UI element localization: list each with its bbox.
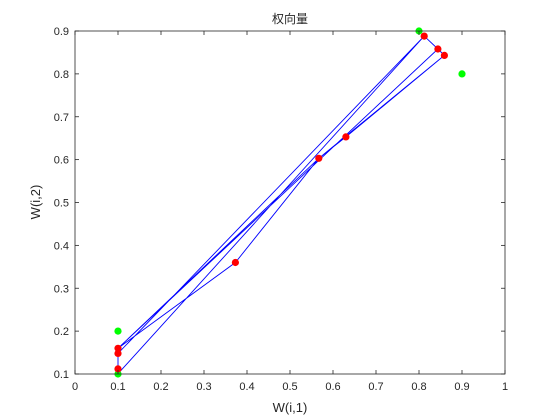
x-tick-label: 0 [72,381,78,393]
plot-area [75,31,505,374]
x-tick-label: 0.8 [411,381,426,393]
y-tick-label: 0.3 [54,283,69,295]
sample-point [114,327,122,335]
y-axis-label: W(i,2) [28,185,43,220]
x-tick-label: 0.5 [282,381,297,393]
x-tick-label: 0.3 [196,381,211,393]
x-tick-label: 0.6 [325,381,340,393]
sample-point [458,70,466,78]
weight-point [315,154,323,162]
y-tick-label: 0.8 [54,69,69,81]
y-tick-label: 0.2 [54,326,69,338]
y-tick-label: 0.9 [54,26,69,38]
x-tick-label: 0.9 [454,381,469,393]
x-tick-label: 1 [502,381,508,393]
weight-point [114,349,122,357]
data-layer [114,27,466,378]
weight-point [231,258,239,267]
x-tick-label: 0.4 [239,381,254,393]
y-tick-label: 0.5 [54,198,69,210]
x-tick-label: 0.2 [153,381,168,393]
weight-point [434,45,442,53]
weight-point [114,344,122,352]
x-axis-label: W(i,1) [273,400,308,415]
weight-point [114,365,122,373]
x-tick-label: 0.7 [368,381,383,393]
y-tick-label: 0.4 [54,240,69,252]
axes-layer: 0 0.1 0.2 0.3 0.4 0.5 0.6 0.7 0.8 0.9 10.10.20.30.… [54,26,508,393]
chart-title: 权向量 [272,11,308,26]
x-tick-label: 0.1 [110,381,125,393]
y-tick-label: 0.6 [54,155,69,167]
y-tick-label: 0.7 [54,112,69,124]
weight-point [440,51,448,60]
weight-point [420,32,428,40]
y-tick-label: 0.1 [54,369,69,381]
weight-point [342,133,350,141]
